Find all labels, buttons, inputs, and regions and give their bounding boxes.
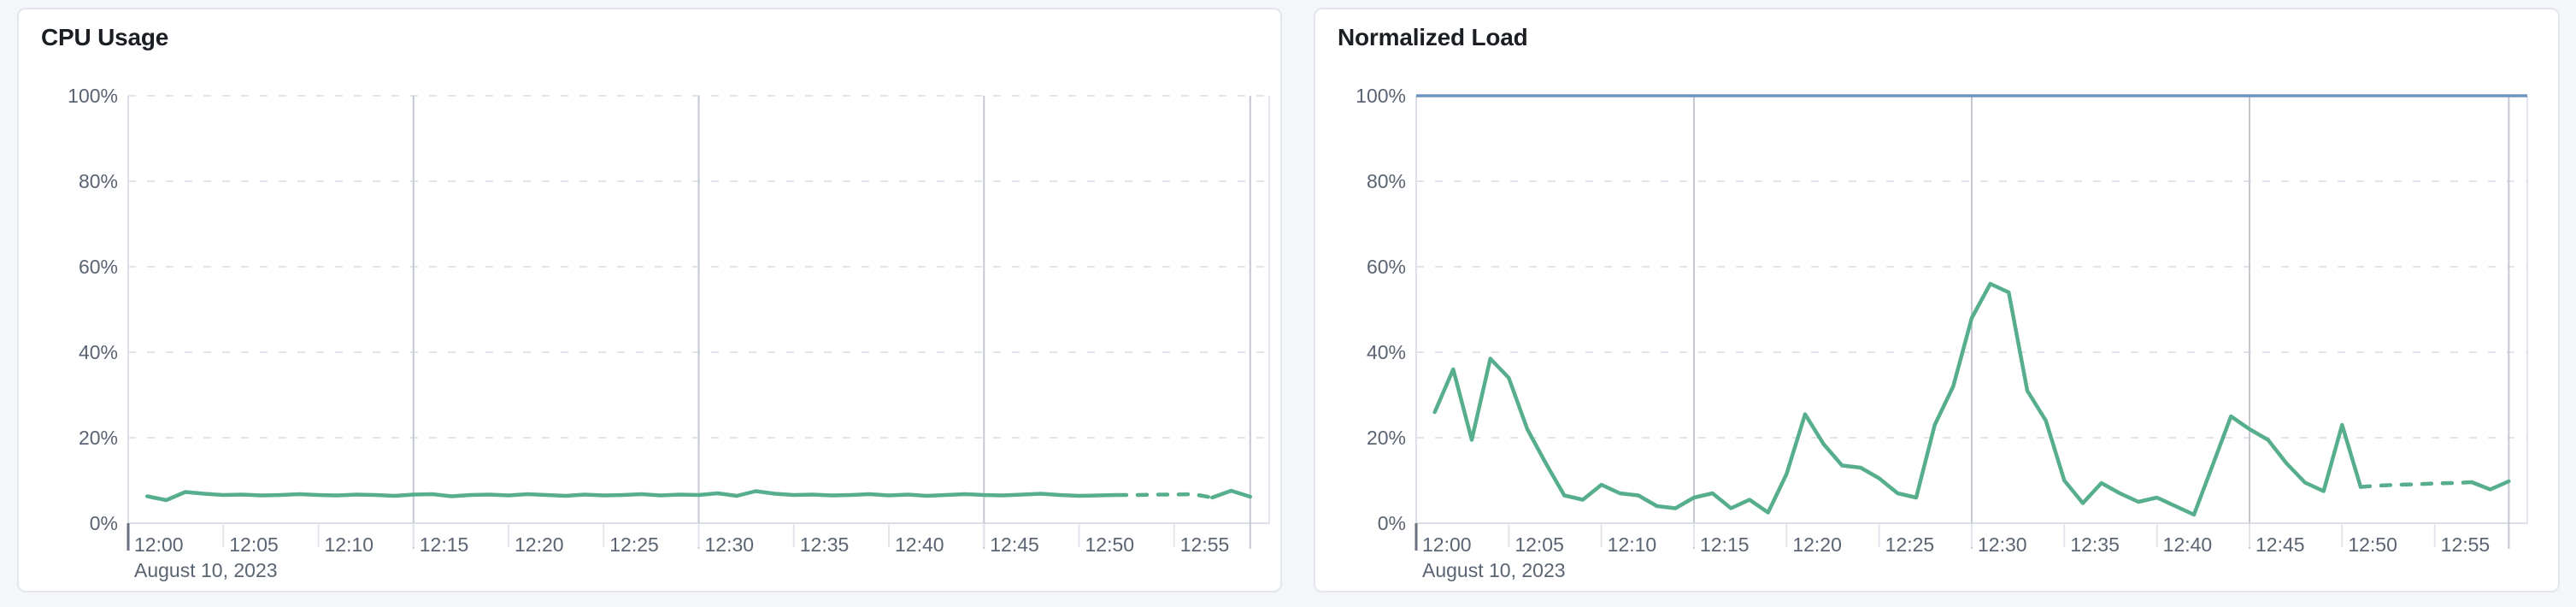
normalized-load-chart[interactable]: 0% 20% 40% 60% 80% 100% 12:00 12:05 12:10 12:15 12…	[1315, 9, 2558, 591]
chart-title: Normalized Load	[1338, 24, 1528, 50]
x-axis-date-label: August 10, 2023	[1422, 559, 1566, 581]
x-tick-label-12:55: 12:55	[2441, 533, 2491, 556]
cpu-usage-chart[interactable]: 0% 20% 40% 60% 80% 100% 12:00 12:05 12:10 12:15 12…	[19, 9, 1280, 591]
x-tick-label-12:50: 12:50	[1085, 533, 1135, 556]
y-tick-label-20: 20%	[1367, 427, 1406, 449]
x-tick-label-12:30: 12:30	[1978, 533, 2027, 556]
x-tick-label-12:05: 12:05	[1514, 533, 1564, 556]
y-tick-label-0: 0%	[1378, 512, 1406, 534]
x-tick-label-12:50: 12:50	[2348, 533, 2397, 556]
x-tick-label-12:35: 12:35	[800, 533, 850, 556]
x-tick-label-12:55: 12:55	[1180, 533, 1230, 556]
y-tick-label-100: 100%	[1356, 85, 1406, 107]
normalized-load-line	[1432, 281, 2363, 517]
x-tick-label-12:40: 12:40	[2163, 533, 2213, 556]
y-tick-label-100: 100%	[68, 85, 118, 107]
chart-title: CPU Usage	[41, 24, 169, 50]
x-tick-label-12:10: 12:10	[325, 533, 374, 556]
x-tick-label-12:15: 12:15	[420, 533, 469, 556]
normalized-load-panel: 0% 20% 40% 60% 80% 100% 12:00 12:05 12:10 12:15 12…	[1314, 8, 2560, 592]
x-tick-label-12:00: 12:00	[1422, 533, 1472, 556]
x-tick-label-12:40: 12:40	[895, 533, 944, 556]
x-tick-label-12:45: 12:45	[2255, 533, 2305, 556]
cpu-usage-panel: 0% 20% 40% 60% 80% 100% 12:00 12:05 12:10 12:15 12…	[17, 8, 1282, 592]
cpu-usage-line-end	[1210, 488, 1253, 500]
y-tick-label-0: 0%	[90, 512, 118, 534]
y-tick-label-80: 80%	[79, 170, 118, 192]
x-tick-label-12:20: 12:20	[515, 533, 564, 556]
y-tick-label-40: 40%	[79, 341, 118, 363]
y-tick-label-80: 80%	[1367, 170, 1406, 192]
x-tick-label-12:45: 12:45	[990, 533, 1039, 556]
y-tick-label-60: 60%	[1367, 256, 1406, 278]
x-tick-label-12:10: 12:10	[1608, 533, 1657, 556]
x-tick-label-12:30: 12:30	[705, 533, 755, 556]
normalized-load-line-end	[2469, 479, 2511, 492]
x-tick-label-12:00: 12:00	[134, 533, 184, 556]
x-tick-label-12:05: 12:05	[229, 533, 279, 556]
x-tick-label-12:25: 12:25	[1885, 533, 1935, 556]
y-tick-label-40: 40%	[1367, 341, 1406, 363]
x-axis-date-label: August 10, 2023	[134, 559, 278, 581]
y-tick-label-20: 20%	[79, 427, 118, 449]
x-tick-label-12:20: 12:20	[1792, 533, 1842, 556]
cpu-usage-line	[145, 489, 1120, 503]
x-tick-label-12:25: 12:25	[609, 533, 659, 556]
x-tick-label-12:35: 12:35	[2070, 533, 2120, 556]
normalized-load-forecast-dashed-segment	[2358, 480, 2474, 489]
cpu-usage-forecast-dashed-segment	[1115, 492, 1214, 500]
y-tick-label-60: 60%	[79, 256, 118, 278]
x-tick-label-12:15: 12:15	[1700, 533, 1750, 556]
